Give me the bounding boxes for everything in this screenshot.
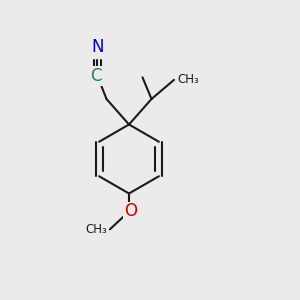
Text: CH₃: CH₃: [177, 73, 199, 86]
Text: CH₃: CH₃: [86, 223, 107, 236]
Text: C: C: [90, 67, 102, 85]
Text: N: N: [91, 38, 104, 56]
Text: O: O: [124, 202, 137, 220]
